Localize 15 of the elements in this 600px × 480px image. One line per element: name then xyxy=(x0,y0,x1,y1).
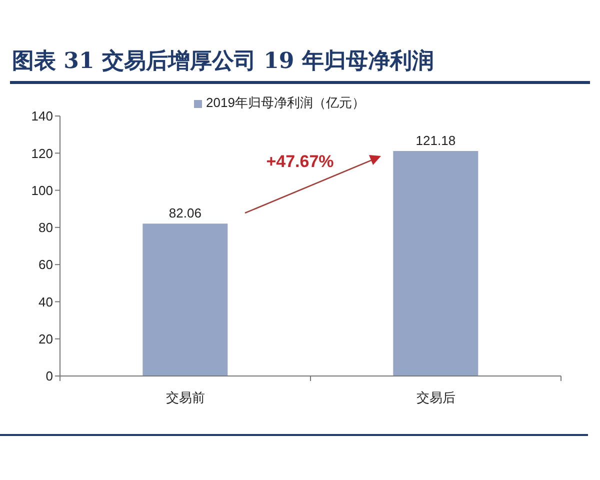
x-tick-label: 交易前 xyxy=(166,390,205,405)
x-tick-label: 交易后 xyxy=(416,390,456,405)
annotation: +47.67% xyxy=(266,152,334,171)
y-tick-label: 100 xyxy=(31,182,53,198)
y-tick-label: 140 xyxy=(31,108,53,124)
y-tick-label: 60 xyxy=(38,257,53,272)
y-tick-label: 80 xyxy=(38,220,53,236)
y-tick-label: 20 xyxy=(38,331,53,346)
y-tick-label: 120 xyxy=(31,146,53,161)
y-tick-label: 40 xyxy=(38,294,53,310)
data-label: 82.06 xyxy=(168,206,202,221)
chart-title: 图表 31 交易后增厚公司 19 年归母净利润 xyxy=(12,47,434,76)
y-tick-label: 0 xyxy=(46,368,53,384)
data-label: 121.18 xyxy=(416,132,456,148)
legend-label: 2019年归母净利润（亿元） xyxy=(206,95,365,110)
